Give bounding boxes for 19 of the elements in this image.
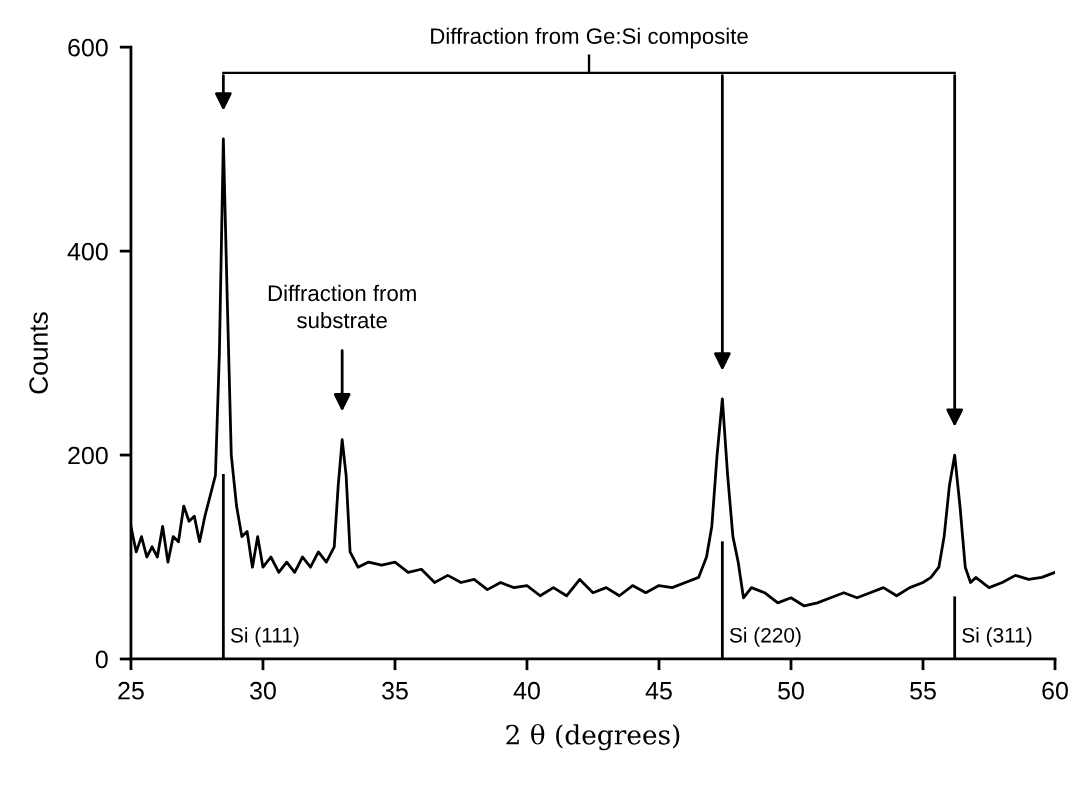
y-tick-label: 400 (67, 242, 108, 261)
x-tick-label: 55 (910, 682, 936, 700)
x-tick-label: 35 (382, 681, 408, 700)
x-tick-label: 30 (250, 681, 276, 700)
x-tick-label: 45 (645, 682, 672, 700)
x-tick-label: 60 (1042, 681, 1068, 700)
x-tick-label: 50 (778, 681, 804, 700)
x-tick-label: 25 (118, 681, 144, 700)
ref-line-label: Si (311) (962, 627, 1032, 647)
x-axis-title: 2 θ (degrees) (506, 723, 680, 751)
ref-line-label: Si (111) (230, 627, 299, 647)
ref-line-label: Si (220) (729, 627, 801, 647)
y-tick-label: 0 (95, 650, 108, 669)
y-axis-title: Counts (29, 312, 48, 394)
x-tick-label: 40 (513, 681, 540, 700)
y-tick-label: 600 (68, 38, 108, 57)
y-tick-label: 200 (68, 446, 108, 465)
annotation: Diffraction from substrate (268, 284, 416, 329)
annotation: Diffraction from Ge:Si composite (431, 27, 748, 49)
